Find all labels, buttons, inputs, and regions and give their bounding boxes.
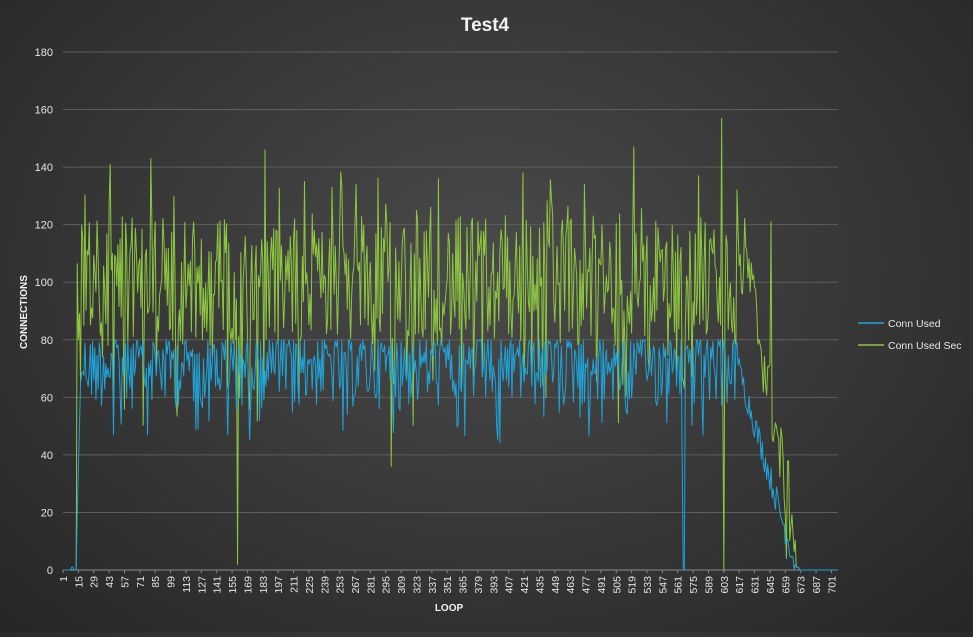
x-tick-label: 449 [550,576,562,594]
x-tick-label: 701 [826,576,838,594]
series-line-conn-used [63,339,838,571]
x-tick-label: 407 [504,576,516,594]
x-tick-label: 85 [150,576,162,588]
x-tick-label: 645 [765,576,777,594]
x-tick-label: 113 [181,576,193,593]
x-tick-label: 463 [565,576,577,594]
legend-label: Conn Used [888,318,941,330]
x-tick-label: 351 [442,576,454,594]
x-tick-label: 183 [258,576,270,594]
x-tick-label: 365 [458,576,470,594]
series-lines [63,117,838,571]
x-tick-label: 631 [750,576,762,594]
x-tick-label: 505 [611,576,623,594]
x-tick-label: 1 [58,576,70,582]
x-tick-label: 169 [242,576,254,594]
y-tick-label: 40 [41,450,53,462]
x-tick-label: 127 [196,576,208,594]
x-tick-label: 421 [519,576,531,594]
y-axis-label: CONNECTIONS [19,275,30,349]
x-tick-label: 71 [135,576,147,588]
x-tick-label: 379 [473,576,485,594]
x-tick-label: 57 [119,576,131,588]
y-tick-label: 180 [35,47,53,59]
x-tick-label: 29 [89,576,101,588]
x-axis-label: LOOP [435,603,464,614]
x-tick-label: 617 [734,576,746,594]
x-tick-label: 477 [581,576,593,594]
y-tick-label: 60 [41,392,53,404]
y-tick-label: 0 [47,565,53,577]
x-axis-ticks: 1 15 29 43 57 71 85 99 113 127 141 155 169 183 197 211 2… [58,570,838,594]
x-tick-label: 141 [212,576,224,594]
x-tick-label: 225 [304,576,316,594]
x-tick-label: 659 [780,576,792,594]
x-tick-label: 155 [227,576,239,594]
y-axis-ticks: 0 20 40 60 80 100 120 140 160 180 [35,47,53,577]
x-tick-label: 267 [350,576,362,594]
x-tick-label: 43 [104,576,116,588]
x-tick-label: 197 [273,576,285,594]
x-tick-label: 323 [411,576,423,594]
y-tick-label: 20 [41,507,53,519]
legend-label: Conn Used Sec [888,340,962,352]
y-tick-label: 100 [35,277,53,289]
x-tick-label: 687 [811,576,823,594]
x-tick-label: 211 [289,576,301,593]
x-tick-label: 337 [427,576,439,594]
series-line-conn-used-sec [63,117,838,571]
x-tick-label: 547 [657,576,669,594]
x-tick-label: 295 [381,576,393,594]
x-tick-label: 239 [319,576,331,594]
x-tick-label: 561 [673,576,685,594]
y-tick-label: 140 [35,162,53,174]
x-tick-label: 603 [719,576,731,594]
y-tick-label: 120 [35,220,53,232]
x-tick-label: 491 [596,576,608,594]
y-tick-label: 80 [41,335,53,347]
x-tick-label: 99 [166,576,178,588]
chart-title: Test4 [461,15,510,36]
x-tick-label: 435 [534,576,546,594]
x-tick-label: 309 [396,576,408,594]
x-tick-label: 281 [365,576,377,594]
y-tick-label: 160 [35,105,53,117]
x-tick-label: 575 [688,576,700,594]
x-tick-label: 253 [335,576,347,594]
x-tick-label: 15 [73,576,85,588]
x-tick-label: 519 [627,576,639,594]
x-tick-label: 393 [488,576,500,594]
x-tick-label: 589 [703,576,715,594]
x-tick-label: 673 [796,576,808,594]
legend: Conn Used Conn Used Sec [858,318,962,352]
x-tick-label: 533 [642,576,654,594]
